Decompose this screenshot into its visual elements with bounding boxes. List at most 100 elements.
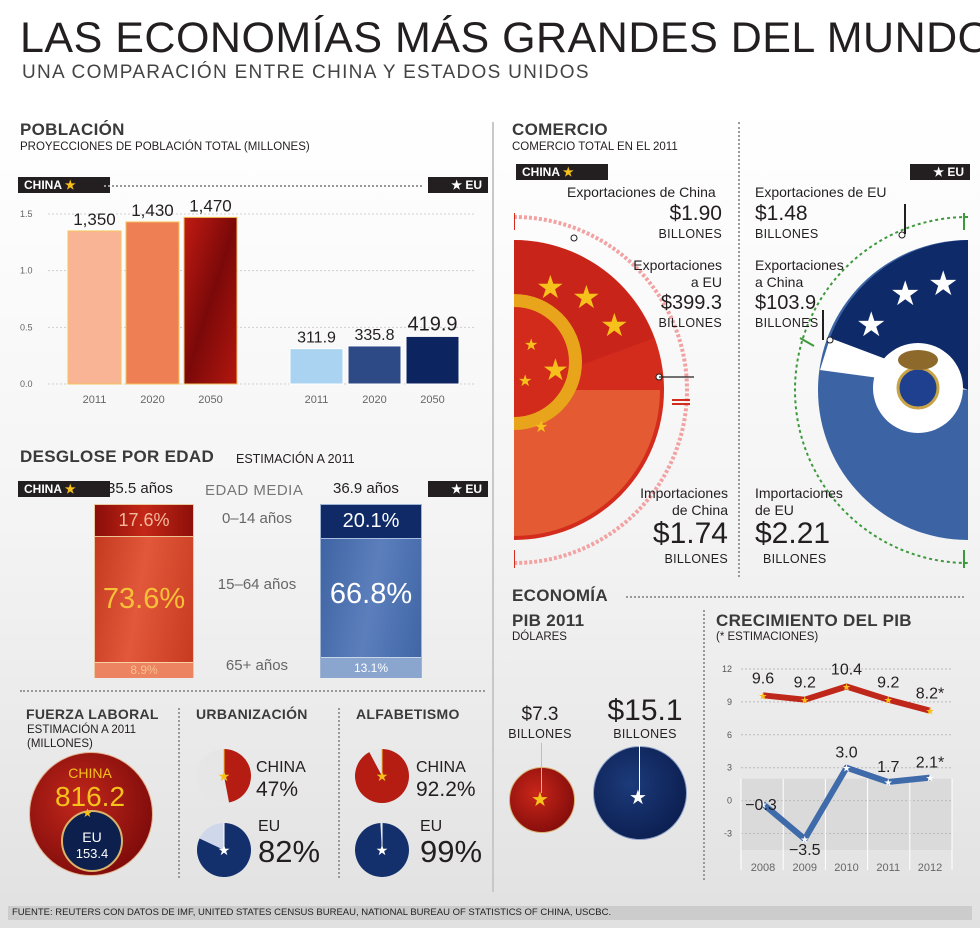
alfabetismo-heading: ALFABETISMO <box>356 706 460 722</box>
china-tag: CHINA ★ <box>18 177 110 193</box>
population-bar <box>347 345 402 385</box>
x-tick-label: 2011 <box>83 394 107 406</box>
star-icon: ★ <box>562 165 574 179</box>
population-bar <box>125 221 180 385</box>
pointer-dot <box>570 234 578 242</box>
us-tag: ★ EU <box>910 164 970 180</box>
fuerza-heading: FUERZA LABORAL <box>26 706 159 722</box>
china-age-stack: 17.6% 73.6% 8.9% <box>94 504 194 678</box>
x-tick-label: 2011 <box>876 862 900 874</box>
x-tick-label: 2011 <box>305 394 329 406</box>
us-to-china-label2: a China <box>755 274 804 290</box>
y-tick-label: -3 <box>724 829 732 839</box>
comercio-subheading: COMERCIO TOTAL EN EL 2011 <box>512 141 678 153</box>
x-tick-label: 2050 <box>198 394 222 406</box>
china-tag-label: CHINA <box>522 165 560 179</box>
star-icon: ★ <box>884 696 893 707</box>
economia-heading: ECONOMÍA <box>512 586 608 605</box>
median-age-label: EDAD MEDIA <box>205 482 304 499</box>
china-trade-graphic: ★ ★ ★ ★ ★ ★ ★ <box>514 213 694 568</box>
x-tick-label: 2050 <box>420 394 444 406</box>
star-icon: ★ <box>856 306 886 344</box>
y-tick-label: 0 <box>727 796 732 806</box>
us-pib-value: $15.1 <box>607 694 683 727</box>
us-median-age: 36.9 años <box>333 480 399 497</box>
bar-value-label: 1,470 <box>189 196 232 215</box>
x-tick-label: 2020 <box>362 394 386 406</box>
china-median-age: 35.5 años <box>107 480 173 497</box>
china-pib-unit: BILLONES <box>508 727 572 741</box>
y-tick-label: 0.0 <box>20 379 33 389</box>
bar-value-label: 311.9 <box>297 330 336 347</box>
gdp-growth-line <box>761 764 931 843</box>
star-icon: ★ <box>629 787 647 809</box>
star-icon: ★ <box>926 707 935 718</box>
pib-indicator-line <box>541 743 542 793</box>
star-icon: ★ <box>572 279 601 315</box>
star-icon: ★ <box>600 307 629 343</box>
us-labor-circle <box>61 810 123 872</box>
star-icon: ★ <box>759 691 768 702</box>
china-to-us-label2: a EU <box>690 274 722 290</box>
fuerza-sub1: ESTIMACIÓN A 2011 <box>27 724 137 736</box>
population-bar <box>67 230 122 385</box>
us-tag-label: EU <box>465 178 482 192</box>
china-tag-label: CHINA <box>24 482 62 496</box>
china-exports-label: Exportaciones de China <box>567 184 716 200</box>
data-point-label: 10.4 <box>831 662 862 679</box>
star-icon: ★ <box>64 482 76 496</box>
us-to-china-unit: BILLONES <box>755 316 819 330</box>
crecimiento-heading: CRECIMIENTO DEL PIB <box>716 611 912 630</box>
trade-divider <box>738 122 740 577</box>
star-icon: ★ <box>759 800 768 811</box>
star-icon: ★ <box>82 806 93 820</box>
bar-value-label: 419.9 <box>407 313 457 335</box>
us-tag-label: EU <box>465 482 482 496</box>
seal-center <box>896 366 940 410</box>
star-icon: ★ <box>518 373 532 390</box>
y-tick-label: 0.5 <box>20 322 33 332</box>
pointer-dot <box>898 231 906 239</box>
emblem-center <box>514 307 569 417</box>
us-exports-value: $1.48 <box>755 202 808 225</box>
us-tag: ★ EU <box>428 177 488 193</box>
x-tick-label: 2008 <box>751 862 775 874</box>
eagle-icon <box>898 350 938 370</box>
desglose-heading: DESGLOSE POR EDAD <box>20 447 215 466</box>
us-imports-value: $2.21 <box>755 517 831 550</box>
dotted-rule <box>104 185 422 187</box>
data-point-label: 9.2 <box>877 675 899 692</box>
urban-us-pie: ★ <box>197 823 251 877</box>
us-tag-label: EU <box>947 165 964 179</box>
us-labor-label: EU <box>82 829 102 845</box>
page-subtitle: UNA COMPARACIÓN ENTRE CHINA Y ESTADOS UN… <box>22 62 590 83</box>
us-exports-unit: BILLONES <box>755 227 819 241</box>
us-imports-unit: BILLONES <box>763 552 827 566</box>
us-pib-circle <box>593 746 687 840</box>
fuerza-sub2: (MILLONES) <box>27 738 93 750</box>
literacy-us-pie: ★ <box>355 823 409 877</box>
pib-heading: PIB 2011 <box>512 611 585 630</box>
pib-subheading: DÓLARES <box>512 631 567 643</box>
china-labor-value: 816.2 <box>54 781 126 812</box>
gdp-growth-line <box>762 683 931 714</box>
dotted-rule <box>626 596 964 598</box>
us-trade-graphic: ★ ★ ★ <box>794 213 969 568</box>
pointer-dot <box>826 336 834 344</box>
china-tag-label: CHINA <box>24 178 62 192</box>
china-to-us-value: $399.3 <box>660 292 722 314</box>
age-group-65-plus: 65+ años <box>225 657 289 674</box>
literacy-china-value: 92.2% <box>416 778 476 801</box>
y-tick-label: 9 <box>727 697 732 707</box>
pie-slice <box>224 749 252 803</box>
bar-value-label: 1,350 <box>73 210 116 229</box>
star-icon: ★ <box>928 265 958 303</box>
star-icon: ★ <box>536 269 565 305</box>
y-tick-label: 3 <box>727 763 732 773</box>
us-exports-label: Exportaciones de EU <box>755 184 887 200</box>
pointer-line <box>904 204 906 234</box>
star-icon: ★ <box>800 835 809 846</box>
star-icon: ★ <box>842 683 851 694</box>
data-point-label: −0.3 <box>745 797 777 814</box>
